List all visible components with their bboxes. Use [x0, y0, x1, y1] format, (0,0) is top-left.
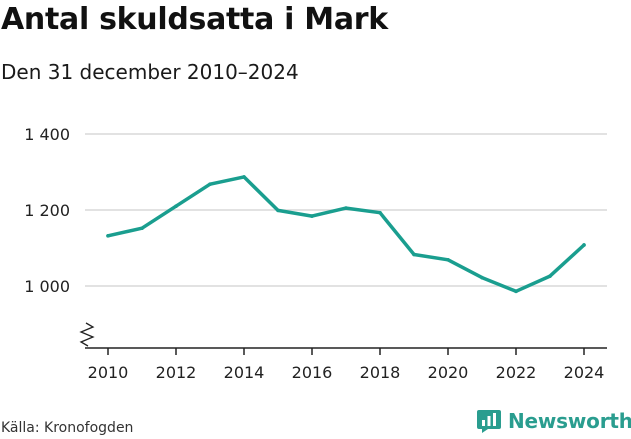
data-point	[276, 208, 280, 213]
brand-logo: Newsworthy	[476, 408, 631, 434]
data-point	[514, 289, 518, 294]
x-tick-label: 2018	[360, 363, 401, 382]
chart-subtitle: Den 31 december 2010–2024	[1, 60, 299, 84]
series-line	[106, 175, 586, 294]
x-tick-label: 2016	[292, 363, 333, 382]
x-tick-label: 2012	[156, 363, 197, 382]
x-tick-label: 2024	[564, 363, 605, 382]
source-note: Källa: Kronofogden	[1, 420, 134, 436]
data-point	[140, 226, 144, 231]
data-point	[480, 275, 484, 280]
x-tick-label: 2010	[88, 363, 129, 382]
data-point	[310, 214, 314, 218]
x-tick-label: 2022	[496, 363, 537, 382]
data-point	[412, 252, 416, 257]
x-tick-label: 2014	[224, 363, 265, 382]
y-tick-label: 1 200	[24, 201, 70, 220]
data-point	[242, 175, 246, 179]
data-point	[378, 210, 382, 215]
y-tick-label: 1 400	[24, 125, 70, 144]
newsworthy-logo-icon	[477, 410, 501, 433]
data-point	[208, 182, 212, 186]
data-point	[106, 234, 110, 238]
x-tick-label: 2020	[428, 363, 469, 382]
chart-title: Antal skuldsatta i Mark	[1, 2, 388, 37]
data-point	[174, 204, 178, 208]
axis-break-icon	[79, 322, 95, 347]
data-point	[446, 257, 450, 262]
brand-name: Newsworthy	[508, 409, 631, 433]
data-point	[582, 243, 586, 247]
y-tick-label: 1 000	[24, 277, 70, 296]
data-point	[344, 206, 348, 210]
data-point	[548, 274, 552, 278]
